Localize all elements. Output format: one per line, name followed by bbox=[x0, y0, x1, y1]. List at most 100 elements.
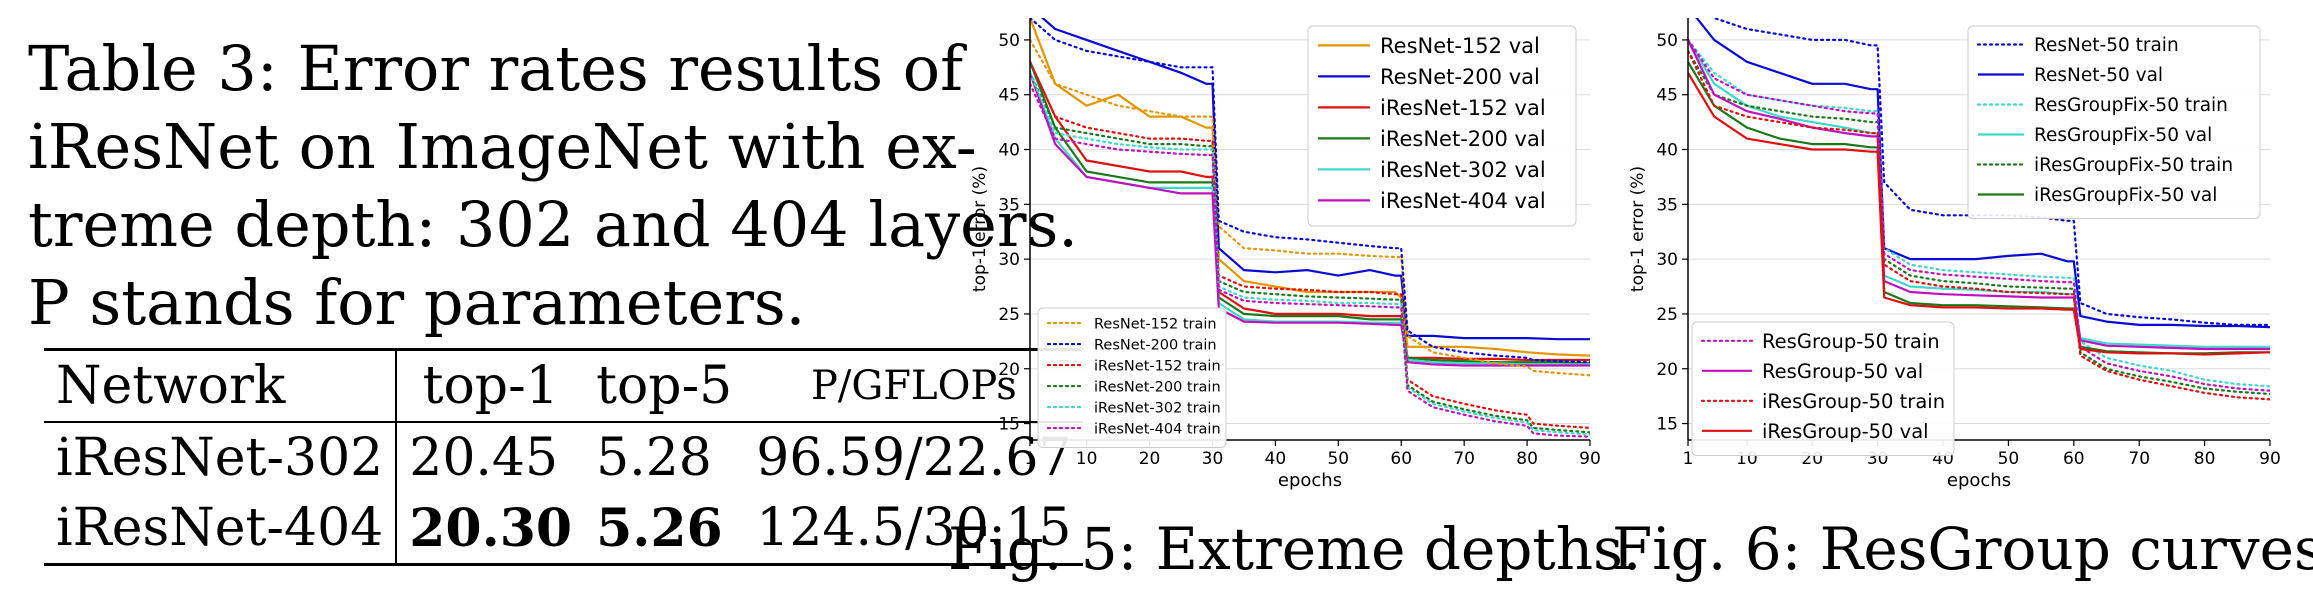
legend-label-iresnet-404-train: iResNet-404 train bbox=[1094, 421, 1221, 437]
legend-label-iresnet-152-train: iResNet-152 train bbox=[1094, 358, 1221, 374]
y-axis-label: top-1 error (%) bbox=[970, 166, 990, 292]
x-tick-label: 50 bbox=[1998, 449, 2020, 469]
y-tick-label: 15 bbox=[998, 415, 1020, 435]
series-line-resnet-200-train bbox=[1030, 18, 1590, 364]
y-tick-label: 50 bbox=[998, 31, 1020, 51]
legend-box-top bbox=[1967, 25, 2261, 219]
legend-label-iresnet-152-val: iResNet-152 val bbox=[1380, 96, 1546, 120]
x-tick-label: 1 bbox=[1025, 449, 1036, 469]
table-row: iResNet-302 20.45 5.28 96.59/22.67 bbox=[44, 422, 1083, 493]
legend-label-resgroupfix-50-val: ResGroupFix-50 val bbox=[2034, 125, 2212, 146]
fig6-caption: Fig. 6: ResGroup curves. bbox=[1612, 515, 2313, 583]
cell-top1: 20.30 bbox=[409, 497, 573, 559]
y-tick-label: 50 bbox=[1656, 31, 1678, 51]
x-tick-label: 50 bbox=[1327, 449, 1349, 469]
x-tick-label: 40 bbox=[1265, 449, 1287, 469]
y-axis-label: top-1 error (%) bbox=[1628, 166, 1648, 292]
legend-label-iresnet-302-val: iResNet-302 val bbox=[1380, 158, 1546, 182]
x-tick-label: 30 bbox=[1202, 449, 1224, 469]
header-params-gflops: P/GFLOPs bbox=[810, 363, 1017, 409]
y-tick-label: 35 bbox=[1656, 195, 1678, 215]
table-caption-line: Table 3: Error rates results of bbox=[28, 32, 964, 105]
x-tick-label: 90 bbox=[1579, 449, 1601, 469]
x-tick-label: 80 bbox=[2194, 449, 2216, 469]
series-line-iresgroup-50-val bbox=[1688, 72, 2270, 356]
y-tick-label: 45 bbox=[998, 86, 1020, 106]
y-tick-label: 30 bbox=[1656, 250, 1678, 270]
legend-label-iresnet-302-train: iResNet-302 train bbox=[1094, 400, 1221, 416]
series-line-iresnet-404-train bbox=[1030, 82, 1590, 438]
x-tick-label: 70 bbox=[1453, 449, 1475, 469]
legend-label-iresgroup-50-train: iResGroup-50 train bbox=[1762, 390, 1945, 413]
x-axis-label: epochs bbox=[1947, 470, 2011, 491]
y-tick-label: 40 bbox=[1656, 141, 1678, 161]
legend-label-resnet-50-train: ResNet-50 train bbox=[2034, 35, 2179, 56]
y-tick-label: 45 bbox=[1656, 86, 1678, 106]
series-line-iresnet-200-train bbox=[1030, 71, 1590, 434]
series-line-iresnet-152-val bbox=[1030, 61, 1590, 362]
x-tick-label: 70 bbox=[2128, 449, 2150, 469]
series-line-iresgroupfix-50-train bbox=[1688, 49, 2270, 396]
table-caption-line: iResNet on ImageNet with ex- bbox=[28, 110, 977, 183]
cell-top5: 5.28 bbox=[596, 428, 712, 488]
header-top1: top-1 bbox=[422, 356, 559, 416]
cell-top1: 20.45 bbox=[409, 428, 559, 488]
legend-label-resgroupfix-50-train: ResGroupFix-50 train bbox=[2034, 95, 2228, 116]
series-line-resgroupfix-50-val bbox=[1688, 39, 2270, 348]
cell-network: iResNet-302 bbox=[44, 422, 398, 493]
legend-label-iresnet-200-train: iResNet-200 train bbox=[1094, 379, 1221, 395]
series-line-resnet-152-train bbox=[1030, 38, 1590, 377]
fig5-chart: 1 10 20 30 40 50 60 70 80 901520253035404550epoch… bbox=[970, 18, 1601, 491]
x-tick-label: 60 bbox=[1390, 449, 1412, 469]
series-line-resnet-200-val bbox=[1040, 18, 1590, 341]
series-group bbox=[1030, 18, 1590, 438]
legend-label-resgroup-50-val: ResGroup-50 val bbox=[1762, 360, 1923, 383]
legend-box-bottom bbox=[1691, 321, 1955, 456]
legend-label-iresgroupfix-50-train: iResGroupFix-50 train bbox=[2034, 155, 2233, 176]
legend-label-resnet-152-train: ResNet-152 train bbox=[1094, 316, 1217, 332]
x-tick-label: 1 bbox=[1683, 449, 1694, 469]
series-line-resgroupfix-50-train bbox=[1688, 38, 2270, 388]
series-line-iresnet-404-val bbox=[1030, 72, 1590, 367]
cell-params-gflops: 124.5/30.15 bbox=[756, 498, 1072, 558]
legend-label-resnet-152-val: ResNet-152 val bbox=[1380, 34, 1540, 58]
cell-top5: 5.26 bbox=[596, 497, 723, 559]
cell-network: iResNet-404 bbox=[44, 493, 398, 565]
y-tick-label: 25 bbox=[1656, 305, 1678, 325]
series-line-iresgroup-50-train bbox=[1688, 49, 2270, 401]
y-tick-label: 20 bbox=[1656, 360, 1678, 380]
legend-label-iresgroupfix-50-val: iResGroupFix-50 val bbox=[2034, 185, 2217, 206]
fig5-caption: Fig. 5: Extreme depths. bbox=[948, 515, 1642, 583]
legend-label-iresnet-404-val: iResNet-404 val bbox=[1380, 189, 1546, 213]
table-caption: Table 3: Error rates results of iResNet … bbox=[28, 30, 1079, 342]
legend-label-resgroup-50-train: ResGroup-50 train bbox=[1762, 330, 1940, 353]
legend-label-iresgroup-50-val: iResGroup-50 val bbox=[1762, 420, 1929, 443]
x-tick-label: 90 bbox=[2259, 449, 2281, 469]
table-caption-line: P stands for parameters. bbox=[28, 266, 806, 339]
y-tick-label: 40 bbox=[998, 141, 1020, 161]
y-tick-label: 30 bbox=[998, 250, 1020, 270]
x-tick-label: 80 bbox=[1516, 449, 1538, 469]
fig6-chart: 1 10 20 30 40 50 60 70 80 901520253035404550epoch… bbox=[1628, 18, 2281, 491]
legend-box-bottom bbox=[1037, 307, 1227, 448]
table-header-row: Network top-1 top-5 P/GFLOPs bbox=[44, 349, 1084, 422]
header-top5: top-5 bbox=[596, 356, 733, 416]
table-row: iResNet-404 20.30 5.26 124.5/30.15 bbox=[44, 493, 1084, 565]
series-line-iresnet-200-val bbox=[1030, 61, 1590, 365]
legend-label-iresnet-200-val: iResNet-200 val bbox=[1380, 127, 1546, 151]
header-network: Network bbox=[44, 349, 398, 422]
legend-box-top bbox=[1307, 25, 1577, 227]
table-caption-line: treme depth: 302 and 404 layers. bbox=[28, 188, 1079, 261]
series-line-iresnet-302-train bbox=[1030, 71, 1590, 436]
cell-params-gflops: 96.59/22.67 bbox=[756, 428, 1072, 488]
legend-label-resnet-200-val: ResNet-200 val bbox=[1380, 65, 1540, 89]
legend-label-resnet-200-train: ResNet-200 train bbox=[1094, 337, 1217, 353]
y-tick-label: 15 bbox=[1656, 415, 1678, 435]
y-tick-label: 25 bbox=[998, 305, 1020, 325]
results-table: Network top-1 top-5 P/GFLOPs iResNet-302… bbox=[44, 348, 1084, 566]
series-group bbox=[1688, 18, 2270, 401]
x-tick-label: 60 bbox=[2063, 449, 2085, 469]
series-line-resnet-50-val bbox=[1695, 18, 2270, 329]
x-tick-label: 10 bbox=[1076, 449, 1098, 469]
series-line-iresnet-152-train bbox=[1030, 60, 1590, 429]
